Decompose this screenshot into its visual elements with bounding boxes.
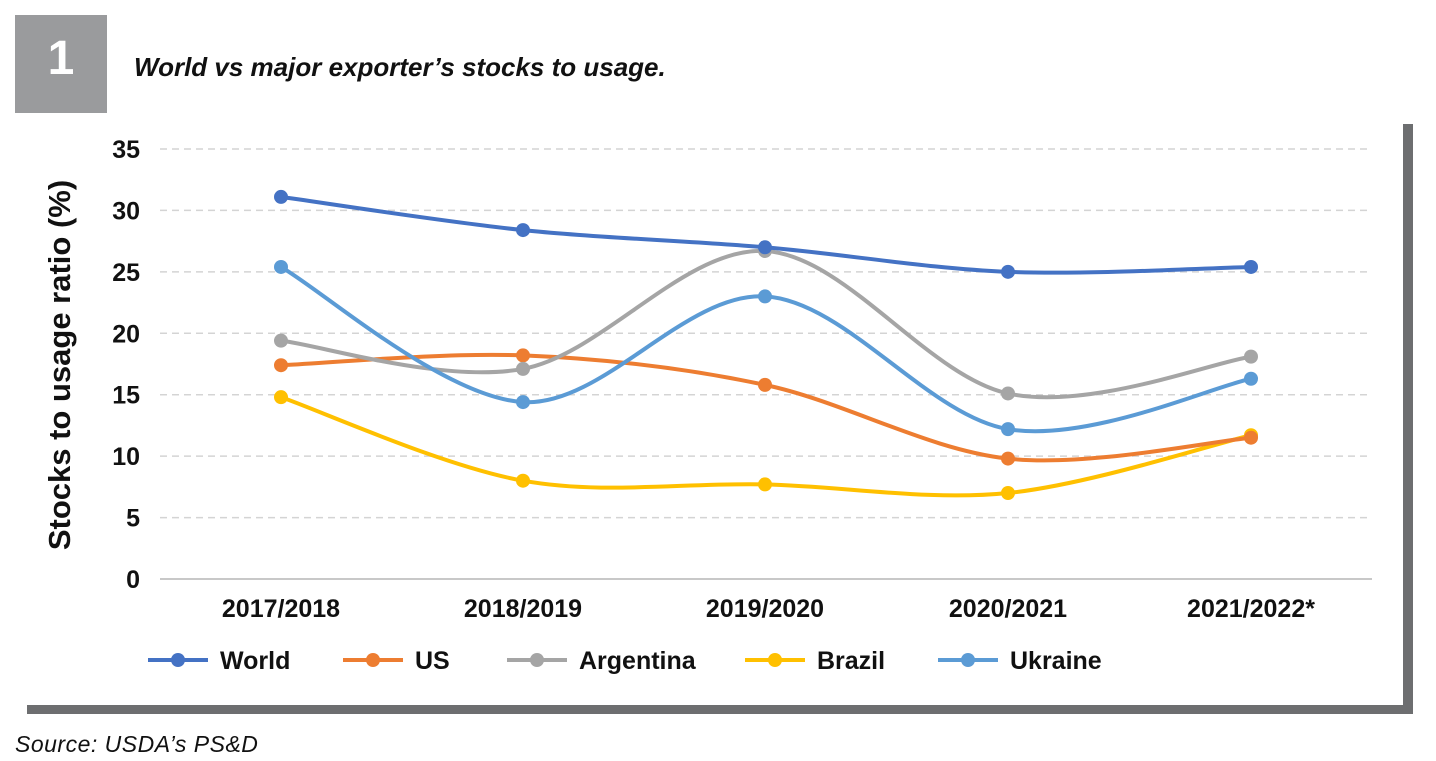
y-tick-label: 35	[112, 136, 140, 164]
legend-item-ukraine: Ukraine	[938, 647, 1102, 675]
series-us	[274, 348, 1258, 466]
x-tick-label: 2021/2022*	[1187, 595, 1315, 623]
data-point-us	[1001, 451, 1015, 466]
source-note: Source: USDA’s PS&D	[15, 731, 259, 757]
data-point-argentina	[1001, 386, 1015, 401]
x-tick-label: 2020/2021	[949, 595, 1067, 623]
legend-swatch-marker	[768, 653, 782, 667]
series-argentina	[274, 243, 1258, 401]
x-axis-ticks: 2017/2018 2018/2019 2019/2020 2020/2021 2021…	[222, 595, 1315, 623]
y-tick-label: 15	[112, 382, 140, 410]
figure-title: World vs major exporter’s stocks to usag…	[134, 52, 666, 82]
data-point-brazil	[274, 390, 288, 405]
legend-label: Brazil	[817, 647, 885, 675]
data-point-brazil	[1001, 486, 1015, 500]
data-point-ukraine	[516, 395, 530, 410]
legend-label: Ukraine	[1010, 647, 1102, 675]
y-tick-label: 20	[112, 320, 140, 348]
data-point-world	[1001, 264, 1015, 279]
legend-item-argentina: Argentina	[507, 647, 697, 675]
data-point-us	[1244, 430, 1258, 445]
data-point-ukraine	[758, 289, 772, 304]
y-axis-ticks: 0 5 10 15 20 25 30 35	[112, 136, 140, 594]
y-tick-label: 10	[112, 443, 140, 471]
x-tick-label: 2019/2020	[706, 595, 824, 623]
series-brazil	[274, 390, 1258, 500]
data-point-world	[1244, 259, 1258, 274]
legend-label: World	[220, 647, 290, 675]
chart-panel	[15, 113, 1403, 705]
y-tick-label: 25	[112, 259, 140, 287]
legend-swatch-marker	[961, 653, 975, 667]
series-line-us	[279, 352, 1253, 463]
data-point-ukraine	[274, 259, 288, 274]
x-tick-label: 2018/2019	[464, 595, 582, 623]
data-point-argentina	[1244, 349, 1258, 364]
series-line-world	[279, 194, 1253, 275]
grid-lines	[160, 148, 1372, 580]
legend-item-world: World	[148, 647, 290, 675]
data-point-brazil	[758, 477, 772, 492]
legend-item-us: US	[343, 647, 450, 675]
y-tick-label: 5	[126, 505, 140, 533]
data-point-us	[274, 358, 288, 373]
legend-swatch-marker	[366, 653, 380, 667]
figure-number: 1	[47, 32, 75, 85]
data-point-argentina	[274, 333, 288, 348]
legend-swatch-marker	[530, 653, 544, 667]
legend-item-brazil: Brazil	[745, 647, 885, 675]
series-lines	[274, 189, 1258, 500]
data-point-argentina	[516, 361, 530, 376]
data-point-us	[516, 348, 530, 363]
series-world	[274, 189, 1258, 279]
legend-label: US	[415, 647, 450, 675]
data-point-us	[758, 377, 772, 392]
legend: World US Argentina Brazil Ukraine	[148, 647, 1102, 675]
data-point-ukraine	[1244, 371, 1258, 386]
figure-number-box: 1	[15, 15, 107, 115]
y-tick-label: 0	[126, 566, 140, 594]
data-point-world	[758, 240, 772, 255]
y-tick-label: 30	[112, 197, 140, 225]
data-point-ukraine	[1001, 422, 1015, 437]
legend-label: Argentina	[579, 647, 697, 675]
x-tick-label: 2017/2018	[222, 595, 340, 623]
data-point-world	[516, 223, 530, 238]
series-ukraine	[274, 259, 1258, 437]
legend-swatch-marker	[171, 653, 185, 667]
data-point-brazil	[516, 473, 530, 488]
data-point-world	[274, 189, 288, 204]
y-axis-label: Stocks to usage ratio (%)	[42, 180, 77, 550]
